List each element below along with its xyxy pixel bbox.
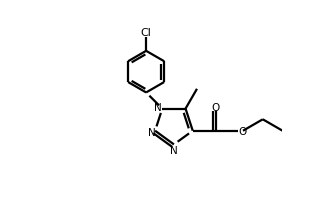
- Text: O: O: [239, 126, 247, 136]
- Text: O: O: [212, 102, 220, 112]
- Text: N: N: [148, 127, 156, 137]
- Text: N: N: [170, 145, 178, 155]
- Text: N: N: [154, 102, 162, 112]
- Text: Cl: Cl: [141, 28, 151, 38]
